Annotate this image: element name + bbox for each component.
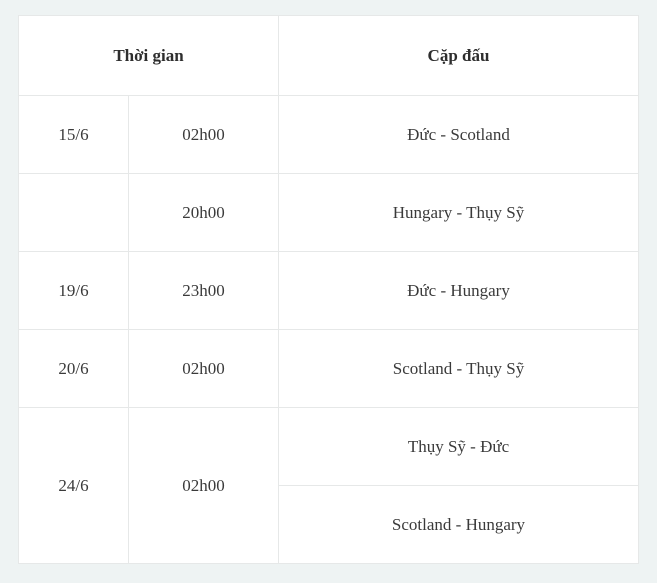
- cell-time: 20h00: [129, 174, 279, 252]
- table-row: 15/6 02h00 Đức - Scotland: [19, 96, 639, 174]
- cell-match: Thụy Sỹ - Đức: [279, 408, 639, 486]
- cell-time: 23h00: [129, 252, 279, 330]
- cell-date: 20/6: [19, 330, 129, 408]
- cell-match: Scotland - Thụy Sỹ: [279, 330, 639, 408]
- cell-date: 19/6: [19, 252, 129, 330]
- cell-time: 02h00: [129, 96, 279, 174]
- header-match: Cặp đấu: [279, 16, 639, 96]
- cell-match: Đức - Hungary: [279, 252, 639, 330]
- cell-match: Scotland - Hungary: [279, 486, 639, 564]
- cell-match: Hungary - Thụy Sỹ: [279, 174, 639, 252]
- cell-date: 15/6: [19, 96, 129, 174]
- cell-match: Đức - Scotland: [279, 96, 639, 174]
- table-row: 20h00 Hungary - Thụy Sỹ: [19, 174, 639, 252]
- table-header-row: Thời gian Cặp đấu: [19, 16, 639, 96]
- table-row: 20/6 02h00 Scotland - Thụy Sỹ: [19, 330, 639, 408]
- cell-time: 02h00: [129, 408, 279, 564]
- table-row: 24/6 02h00 Thụy Sỹ - Đức: [19, 408, 639, 486]
- cell-date: 24/6: [19, 408, 129, 564]
- header-time: Thời gian: [19, 16, 279, 96]
- cell-time: 02h00: [129, 330, 279, 408]
- table-row: 19/6 23h00 Đức - Hungary: [19, 252, 639, 330]
- schedule-table: Thời gian Cặp đấu 15/6 02h00 Đức - Scotl…: [18, 15, 639, 564]
- cell-date: [19, 174, 129, 252]
